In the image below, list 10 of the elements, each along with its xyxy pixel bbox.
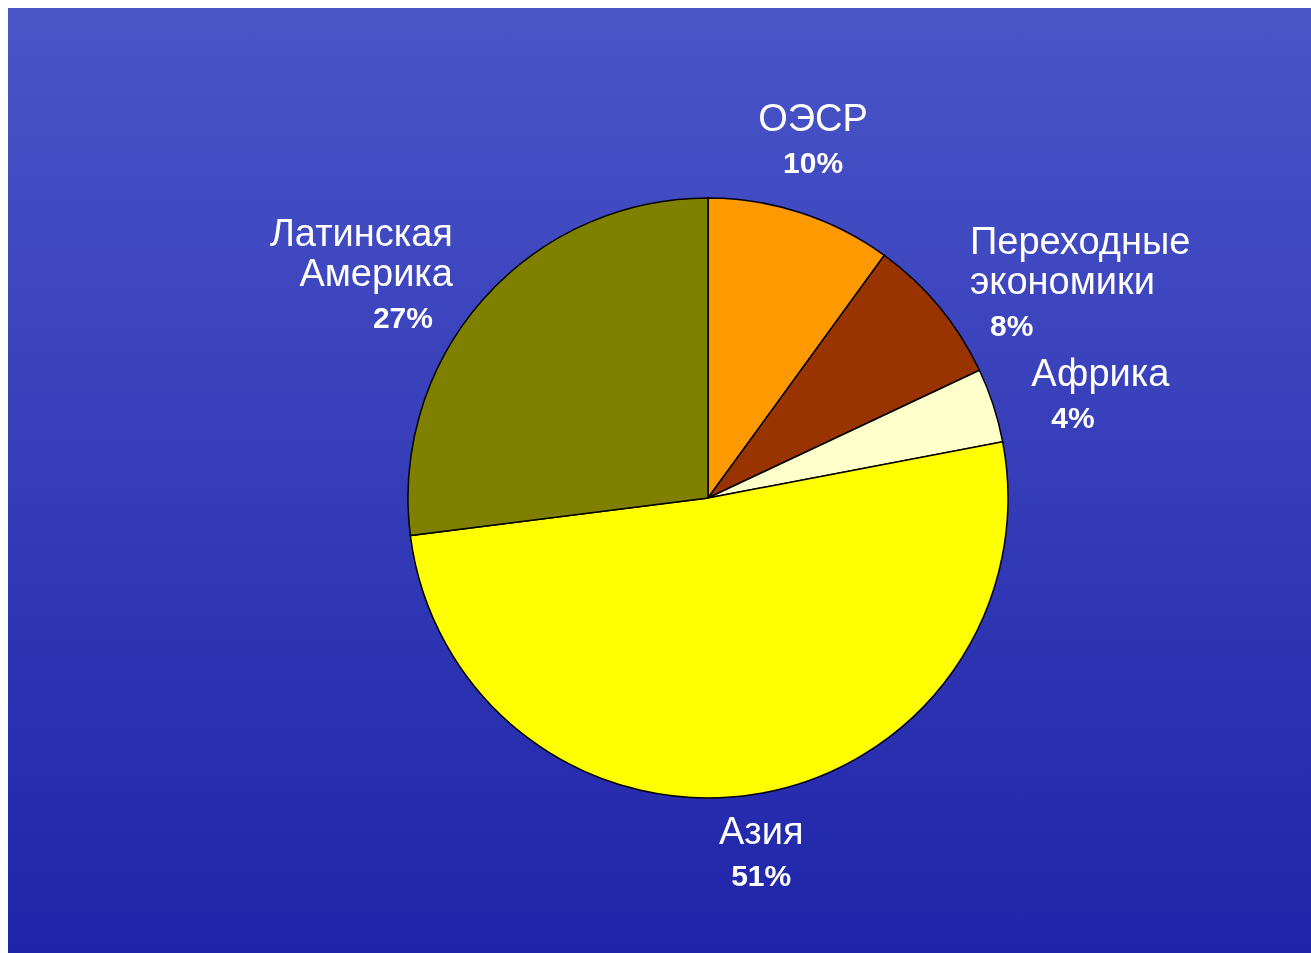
- data-label: 4%: [1051, 400, 1095, 434]
- slice-label: Латинская Америка: [269, 212, 454, 295]
- slice-label: Азия: [718, 809, 804, 852]
- data-label: 51%: [731, 858, 792, 892]
- slice-label: Африка: [1031, 351, 1171, 394]
- slice-label: ОЭСР: [758, 96, 868, 139]
- data-label: 10%: [783, 145, 844, 179]
- slice-label: Переходные экономики: [969, 220, 1191, 303]
- data-label: 27%: [372, 301, 433, 335]
- data-label: 8%: [989, 309, 1034, 343]
